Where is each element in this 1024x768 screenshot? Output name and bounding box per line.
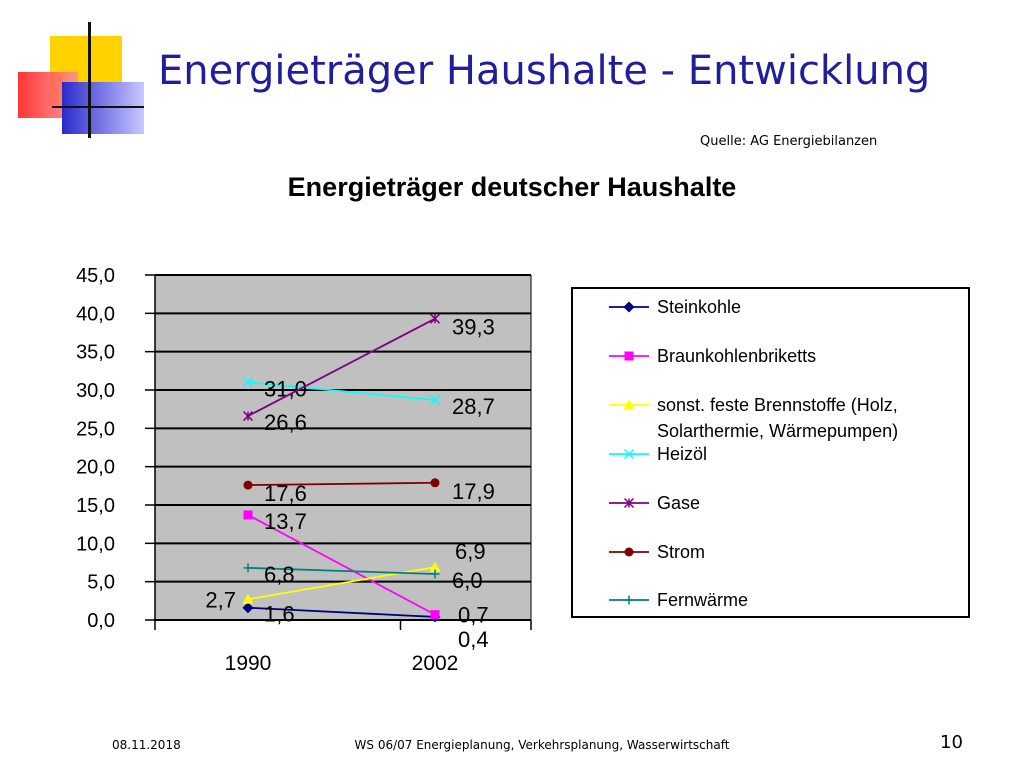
- series-strom: 17,6 17,9: [243, 478, 495, 506]
- data-point: [243, 480, 253, 490]
- decorative-blue-square: [62, 82, 144, 134]
- legend-swatch: [609, 547, 649, 557]
- data-label: 28,7: [452, 394, 495, 419]
- legend-swatch: [609, 351, 649, 361]
- data-point: [624, 351, 634, 361]
- data-point: [242, 602, 254, 614]
- series-braunkohlenbriketts: 13,7 0,7: [243, 509, 489, 628]
- legend-label-line: Braunkohlenbriketts: [657, 346, 817, 366]
- data-point: [429, 394, 441, 405]
- data-point: [623, 399, 635, 410]
- legend-label: Gase: [657, 490, 700, 516]
- legend-label: Strom: [657, 539, 705, 565]
- data-label: 2,7: [205, 587, 236, 612]
- legend-swatch: [609, 595, 649, 605]
- y-tick-label: 15,0: [76, 495, 115, 517]
- series-line: [247, 381, 436, 401]
- series-line: [247, 481, 436, 486]
- legend-label-line: Steinkohle: [657, 297, 742, 317]
- decorative-vertical-line: [88, 22, 91, 138]
- legend-label-line: Solarthermie, Wärmepumpen): [657, 421, 899, 441]
- series-line: [247, 606, 436, 618]
- y-tick-label: 5,0: [87, 572, 115, 594]
- data-label: 17,6: [264, 481, 307, 506]
- legend-label-line: Heizöl: [657, 444, 708, 464]
- y-tick-label: 45,0: [76, 265, 115, 287]
- y-tick-label: 25,0: [76, 418, 115, 440]
- x-tick-label: 2002: [412, 652, 459, 675]
- data-label: 1,6: [264, 602, 295, 627]
- data-point: [242, 593, 254, 604]
- legend-label: Steinkohle: [657, 294, 741, 320]
- series-line: [247, 514, 436, 616]
- data-point: [430, 610, 440, 620]
- data-point: [430, 478, 440, 488]
- legend-swatch: [609, 301, 649, 313]
- legend-label: Fernwärme: [657, 587, 748, 613]
- legend-swatch: [609, 497, 649, 509]
- series-fernwärme: 6,8 6,0: [243, 562, 483, 593]
- legend-label-line: Fernwärme: [657, 590, 749, 610]
- legend-label-line: Gase: [657, 493, 701, 513]
- y-tick-label: 35,0: [76, 342, 115, 364]
- data-point: [623, 301, 635, 313]
- data-label: 6,9: [455, 539, 486, 564]
- data-label: 0,4: [458, 627, 489, 652]
- plot-area: [155, 275, 531, 620]
- y-tick-label: 10,0: [76, 533, 115, 555]
- legend-label-line: sonst. feste Brennstoffe (Holz,: [657, 395, 898, 415]
- footer-text: WS 06/07 Energieplanung, Verkehrsplanung…: [354, 738, 730, 752]
- data-label: 6,8: [264, 562, 295, 587]
- series-line: [247, 566, 436, 575]
- x-tick-label: 1990: [225, 652, 272, 675]
- y-tick-label: 40,0: [76, 303, 115, 325]
- decorative-horizontal-line: [52, 106, 144, 108]
- legend-label: Braunkohlenbriketts: [657, 343, 816, 369]
- series-line: [247, 317, 436, 417]
- y-tick-label: 20,0: [76, 457, 115, 479]
- source-note: Quelle: AG Energiebilanzen: [700, 134, 878, 149]
- chart-legend: Steinkohle Braunkohlenbriketts sonst. fest…: [571, 287, 970, 618]
- legend-label: Heizöl: [657, 441, 707, 467]
- data-point: [243, 510, 253, 520]
- footer-date: 08.11.2018: [112, 738, 181, 752]
- data-label: 26,6: [264, 410, 307, 435]
- series-gase: 26,6 39,3: [242, 313, 495, 435]
- data-label: 17,9: [452, 479, 495, 504]
- chart-title: Energieträger deutscher Haushalte: [287, 172, 737, 202]
- data-point: [624, 547, 634, 557]
- data-point: [623, 448, 635, 460]
- slide-title: Energieträger Haushalte - Entwicklung: [158, 48, 931, 94]
- legend-swatch: [609, 399, 649, 410]
- data-label: 13,7: [264, 509, 307, 534]
- data-label: 0,7: [458, 603, 489, 628]
- data-point: [429, 561, 441, 572]
- legend-label-line: Strom: [657, 542, 706, 562]
- y-tick-label: 30,0: [76, 380, 115, 402]
- y-tick-label: 0,0: [87, 610, 115, 632]
- data-label: 39,3: [452, 315, 495, 340]
- data-point: [242, 377, 254, 388]
- legend-label: sonst. feste Brennstoffe (Holz, Solarther…: [657, 392, 898, 444]
- legend-swatch: [609, 448, 649, 460]
- data-label: 6,0: [452, 568, 483, 593]
- page-number: 10: [940, 732, 963, 753]
